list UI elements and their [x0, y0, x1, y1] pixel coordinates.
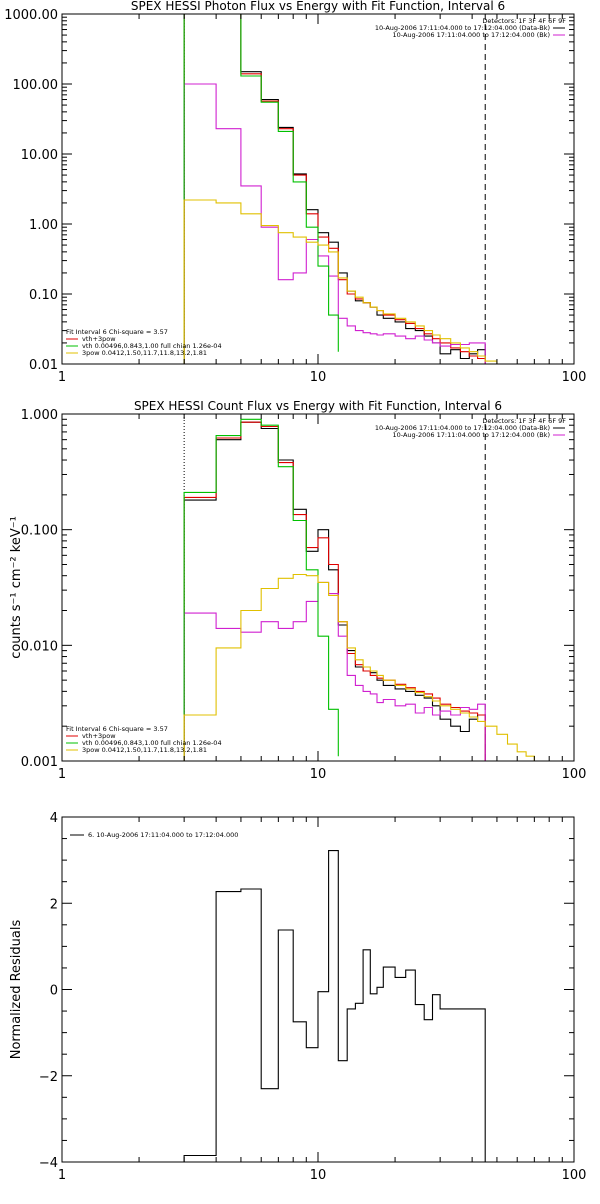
residuals-y-tick-label: 4: [50, 811, 58, 826]
photon-frame: [61, 13, 575, 365]
photon-series-3pow: [183, 199, 498, 364]
photon-y-tick-label: 1.00: [29, 218, 58, 233]
count-series-bk: [183, 581, 486, 761]
count-title: SPEX HESSI Count Flux vs Energy with Fit…: [134, 399, 502, 413]
count-y-tick-label: 0.010: [21, 639, 58, 654]
count-series-vth: [183, 418, 339, 761]
photon-legend-bottom-entry: vth 0.00496,0.843,1.00 full chian 1.26e-…: [82, 342, 222, 350]
count-y-tick-label: 1.000: [21, 408, 58, 423]
count-bk-line: [183, 581, 486, 761]
photon-series-vth: [183, 14, 339, 364]
residuals-y-axis-label: Normalized Residuals: [9, 920, 24, 1060]
count-legend-top-entry: 10-Aug-2006 17:11:04.000 to 17:12:04.000…: [393, 431, 550, 439]
residuals-frame: [61, 816, 575, 1163]
photon-vth-line: [183, 14, 339, 364]
photon-x-tick-label: 100: [562, 370, 587, 385]
count-legend-bottom-entry: Fit Interval 6 Chi-square = 3.57: [66, 725, 168, 733]
residuals-legend-entry: 6. 10-Aug-2006 17:11:04.000 to 17:12:04.…: [88, 831, 238, 839]
photon-y-tick-label: 0.10: [29, 288, 58, 303]
residuals-y-tick-label: −2: [39, 1070, 58, 1085]
count-y-tick-label: 0.001: [21, 755, 58, 770]
count-series-3pow: [183, 573, 542, 761]
photon-data-line: [183, 14, 486, 364]
residuals-y-tick-label: −4: [39, 1156, 58, 1171]
photon-series-bk: [183, 83, 486, 364]
count-chart: SPEX HESSI Count Flux vs Energy with Fit…: [9, 399, 586, 782]
photon-y-tick-label: 1000.00: [4, 8, 58, 23]
photon-x-tick-label: 1: [58, 370, 66, 385]
residuals-x-tick-label: 10: [310, 1168, 327, 1183]
photon-chart: SPEX HESSI Photon Flux vs Energy with Fi…: [4, 0, 586, 385]
count-y-axis-label: counts s⁻¹ cm⁻² keV⁻¹: [9, 516, 24, 659]
count-x-tick-label: 100: [562, 767, 587, 782]
residuals-series-residuals: [183, 850, 486, 1162]
photon-legend-bottom-entry: 3pow 0.0412,1.50,11.7,11.8,13.2,1.81: [82, 349, 207, 357]
count-legend-bottom-entry: vth 0.00496,0.843,1.00 full chian 1.26e-…: [82, 739, 222, 747]
residuals-x-tick-label: 100: [562, 1168, 587, 1183]
photon-legend-top-entry: Detectors: 1F 3F 4F 6F 9F: [482, 17, 566, 25]
count-x-tick-label: 10: [310, 767, 327, 782]
residuals-y-tick-label: 2: [50, 897, 58, 912]
residuals-plot-area: [183, 850, 486, 1162]
photon-vth-3pow-line: [183, 14, 486, 364]
residuals-chart: Normalized Residuals 1 10 100 4 2 0 −2 −4 6. 10-A…: [9, 811, 586, 1183]
residuals-x-tick-label: 1: [58, 1168, 66, 1183]
photon-legend-bottom-entry: Fit Interval 6 Chi-square = 3.57: [66, 328, 168, 336]
photon-legend-top-entry: 10-Aug-2006 17:11:04.000 to 17:12:04.000…: [393, 31, 550, 39]
photon-y-tick-label: 0.01: [29, 358, 58, 373]
photon-x-tick-label: 10: [310, 370, 327, 385]
photon-3pow-line: [183, 199, 498, 364]
photon-legend-bottom-entry: vth+3pow: [82, 335, 116, 343]
count-legend-top-entry: Detectors: 1F 3F 4F 6F 9F: [482, 417, 566, 425]
photon-y-tick-label: 100.00: [13, 78, 59, 93]
count-legend-top-entry: 10-Aug-2006 17:11:04.000 to 17:12:04.000…: [375, 424, 550, 432]
residuals-residuals-line: [183, 850, 486, 1162]
count-vth-line: [183, 418, 339, 761]
count-plot-area: [183, 414, 542, 761]
photon-y-tick-label: 10.00: [21, 148, 58, 163]
count-y-tick-label: 0.100: [21, 524, 58, 539]
photon-title: SPEX HESSI Photon Flux vs Energy with Fi…: [131, 0, 505, 13]
photon-bk-line: [183, 83, 486, 364]
photon-plot-area: [183, 14, 498, 364]
photon-legend-top-entry: 10-Aug-2006 17:11:04.000 to 17:12:04.000…: [375, 24, 550, 32]
count-legend-bottom-entry: 3pow 0.0412,1.50,11.7,11.8,13.2,1.81: [82, 746, 207, 754]
photon-series-data: [183, 14, 486, 364]
count-x-tick-label: 1: [58, 767, 66, 782]
count-legend-bottom-entry: vth+3pow: [82, 732, 116, 740]
count-3pow-line: [183, 573, 542, 761]
residuals-y-tick-label: 0: [50, 984, 58, 999]
photon-series-vth-3pow: [183, 14, 486, 364]
